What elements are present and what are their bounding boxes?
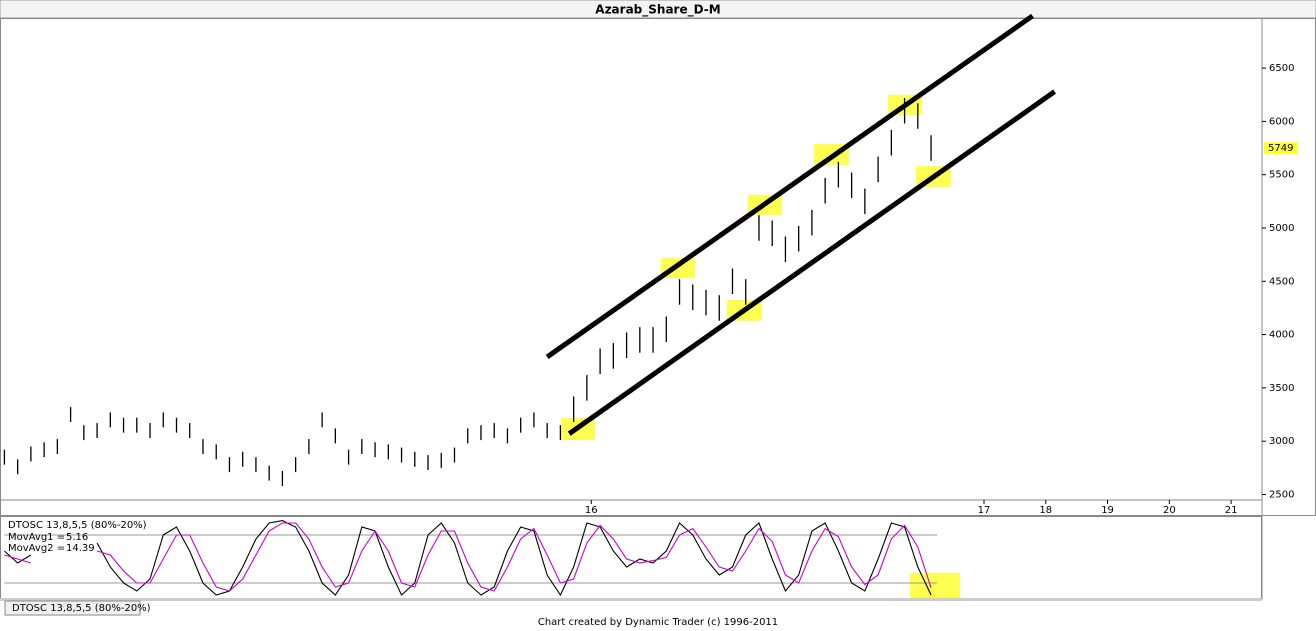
y-tick-label: 6500 (1269, 63, 1294, 74)
legend-name: MovAvg2 = (8, 543, 65, 554)
oscillator-title: DTOSC 13,8,5,5 (80%-20%) (8, 520, 147, 531)
y-tick-label: 3000 (1269, 436, 1294, 447)
footer: Chart created by Dynamic Trader (c) 1996… (538, 617, 778, 628)
y-tick-label: 4000 (1269, 330, 1294, 341)
last-price-marker (1264, 142, 1298, 155)
x-tick-label: 17 (978, 505, 991, 516)
oscillator-line (4, 522, 932, 592)
legend-value: 14.39 (66, 543, 95, 554)
trendline (545, 13, 1034, 360)
x-tick-label: 20 (1163, 505, 1176, 516)
highlight (910, 573, 960, 599)
tab-label: DTOSC 13,8,5,5 (80%-20%) (12, 603, 151, 614)
y-tick-label: 5000 (1269, 223, 1294, 234)
y-tick-label: 4500 (1269, 276, 1294, 287)
x-tick-label: 19 (1101, 505, 1114, 516)
y-tick-label: 6000 (1269, 116, 1294, 127)
tab[interactable] (4, 600, 141, 616)
legend-name: MovAvg1 = (8, 532, 65, 543)
last-price-label: 5749 (1268, 143, 1293, 154)
x-tick-label: 18 (1039, 505, 1052, 516)
y-tick-label: 5500 (1269, 170, 1294, 181)
y-tick-label: 3500 (1269, 383, 1294, 394)
trendline (567, 89, 1057, 436)
legend-value: 5.16 (66, 532, 88, 543)
oscillator-line (4, 520, 932, 597)
x-tick-label: 16 (585, 505, 598, 516)
chart-title: Azarab_Share_D-M (595, 3, 720, 18)
splitter (0, 598, 1262, 601)
x-tick-label: 21 (1225, 505, 1238, 516)
y-tick-label: 2500 (1269, 489, 1294, 500)
